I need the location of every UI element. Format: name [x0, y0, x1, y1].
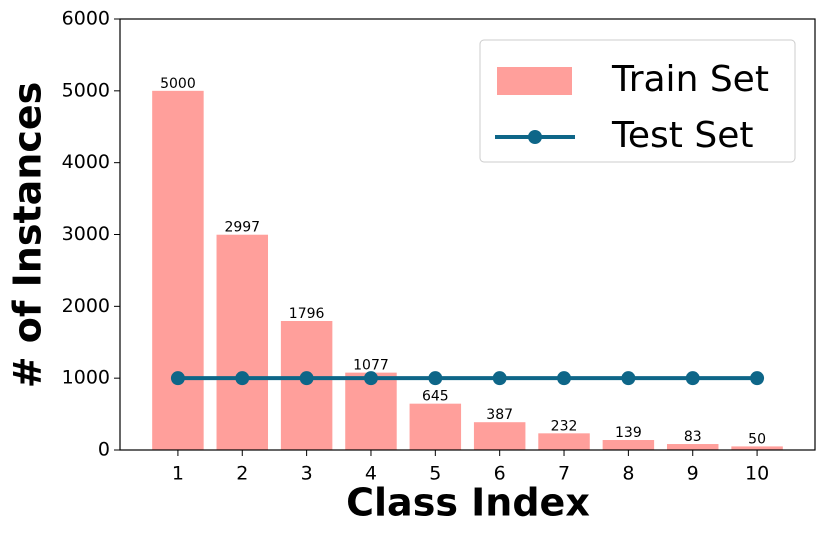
value-label: 2997 [224, 220, 260, 236]
legend-swatch [497, 67, 572, 95]
y-tick-label: 6000 [62, 8, 110, 30]
bar [602, 440, 655, 450]
x-tick-label: 3 [301, 463, 313, 485]
marker [557, 371, 572, 386]
legend-marker [528, 130, 542, 144]
value-label: 1796 [289, 306, 325, 322]
value-label: 5000 [160, 76, 196, 92]
marker [235, 371, 250, 386]
y-tick-label: 2000 [62, 295, 110, 317]
x-tick-label: 9 [687, 463, 699, 485]
value-label: 645 [422, 389, 449, 405]
value-label: 387 [486, 407, 513, 423]
marker [685, 371, 700, 386]
bar [409, 403, 462, 450]
bar [473, 422, 526, 450]
value-label: 139 [615, 425, 642, 441]
x-tick-label: 10 [745, 463, 769, 485]
bar [280, 320, 333, 450]
bar [731, 446, 783, 450]
x-tick-label: 2 [236, 463, 248, 485]
marker [621, 371, 636, 386]
y-axis-label: # of Instances [6, 82, 50, 389]
x-tick-label: 4 [365, 463, 377, 485]
x-tick-label: 5 [429, 463, 441, 485]
legend-label: Train Set [611, 59, 769, 100]
value-label: 1077 [353, 358, 389, 374]
x-tick-label: 7 [558, 463, 570, 485]
marker [170, 371, 185, 386]
bar [152, 90, 204, 450]
plot-frame [119, 18, 816, 451]
y-tick-label: 5000 [62, 79, 110, 101]
y-tick-label: 4000 [62, 151, 110, 173]
marker [363, 371, 378, 386]
value-label: 50 [748, 431, 766, 447]
y-tick-label: 3000 [62, 223, 110, 245]
marker [299, 371, 314, 386]
marker [428, 371, 443, 386]
legend-label: Test Set [611, 115, 753, 156]
value-label: 83 [684, 429, 702, 445]
y-tick-label: 1000 [62, 367, 110, 389]
marker [750, 371, 765, 386]
x-tick-label: 8 [622, 463, 634, 485]
marker [492, 371, 507, 386]
bar [666, 444, 719, 450]
bar [216, 234, 269, 450]
bar [345, 372, 397, 450]
y-tick-label: 0 [98, 439, 110, 461]
x-axis-label: Class Index [346, 481, 590, 525]
x-tick-label: 6 [494, 463, 506, 485]
x-tick-label: 1 [172, 463, 184, 485]
bar [538, 433, 590, 450]
value-label: 232 [551, 418, 578, 434]
